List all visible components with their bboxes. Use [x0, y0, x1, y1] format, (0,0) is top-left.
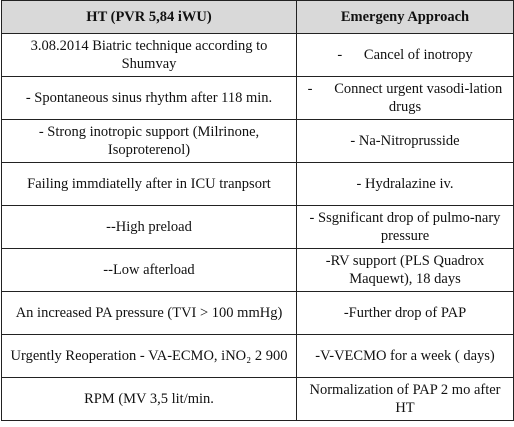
table-row: An increased PA pressure (TVI > 100 mmHg… — [1, 291, 514, 335]
table-row: --Low afterload -RV support (PLS Quadrox … — [1, 248, 514, 292]
table-row: - Strong inotropic support (Milrinone, I… — [1, 119, 514, 163]
table-cell: - Cancel of inotropy — [296, 33, 514, 77]
table-cell: - Spontaneous sinus rhythm after 118 min… — [1, 76, 297, 120]
table-row: --High preload - Ssgnificant drop of pulm… — [1, 205, 514, 249]
table-cell: - Strong inotropic support (Milrinone, I… — [1, 119, 297, 163]
table-cell: 3.08.2014 Biatric technique according to… — [1, 33, 297, 77]
table-body: 3.08.2014 Biatric technique according to… — [1, 33, 514, 421]
table-cell: -Further drop of PAP — [296, 291, 514, 335]
header-row: HT (PVR 5,84 iWU) Emergeny Approach — [1, 0, 514, 34]
table-cell: - Na-Nitroprusside — [296, 119, 514, 163]
table-row: Urgently Reoperation - VA-ECMO, iNO₂ 2 9… — [1, 334, 514, 378]
table-cell: Failing immdiatelly after in ICU tranpso… — [1, 162, 297, 206]
table-cell: -V-VECMO for a week ( days) — [296, 334, 514, 378]
table-cell: Normalization of PAP 2 mo after HT — [296, 377, 514, 421]
table-cell: --Low afterload — [1, 248, 297, 292]
table-cell: - Hydralazine iv. — [296, 162, 514, 206]
table-cell: RPM (MV 3,5 lit/min. — [1, 377, 297, 421]
table-cell: --High preload — [1, 205, 297, 249]
table-row: RPM (MV 3,5 lit/min. Normalization of PAP… — [1, 377, 514, 421]
table-cell: - Ssgnificant drop of pulmo-nary pressur… — [296, 205, 514, 249]
table-cell: Urgently Reoperation - VA-ECMO, iNO₂ 2 9… — [1, 334, 297, 378]
table-row: 3.08.2014 Biatric technique according to… — [1, 33, 514, 77]
table-row: Failing immdiatelly after in ICU tranpso… — [1, 162, 514, 206]
table-cell: An increased PA pressure (TVI > 100 mmHg… — [1, 291, 297, 335]
table-cell: - Connect urgent vasodi-lation drugs — [296, 76, 514, 120]
header-cell: Emergeny Approach — [296, 0, 514, 34]
table-row: - Spontaneous sinus rhythm after 118 min… — [1, 76, 514, 120]
table-cell: -RV support (PLS Quadrox Maquewt), 18 da… — [296, 248, 514, 292]
header-cell: HT (PVR 5,84 iWU) — [1, 0, 297, 34]
